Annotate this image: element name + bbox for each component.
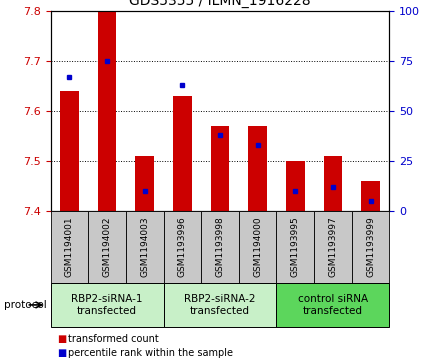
Text: percentile rank within the sample: percentile rank within the sample bbox=[68, 348, 233, 358]
Bar bbox=[211, 126, 229, 211]
Bar bbox=[51, 211, 88, 283]
Text: GSM1194000: GSM1194000 bbox=[253, 216, 262, 277]
Text: protocol: protocol bbox=[4, 300, 47, 310]
Text: GSM1193998: GSM1193998 bbox=[216, 216, 224, 277]
Bar bbox=[126, 211, 164, 283]
Bar bbox=[248, 126, 267, 211]
Text: GSM1193999: GSM1193999 bbox=[366, 216, 375, 277]
Bar bbox=[314, 211, 352, 283]
Bar bbox=[164, 283, 276, 327]
Bar bbox=[60, 91, 79, 211]
Bar bbox=[173, 96, 192, 211]
Bar bbox=[164, 211, 201, 283]
Bar bbox=[98, 11, 117, 211]
Bar bbox=[286, 161, 305, 211]
Bar bbox=[323, 156, 342, 211]
Text: GSM1193995: GSM1193995 bbox=[291, 216, 300, 277]
Text: RBP2-siRNA-1
transfected: RBP2-siRNA-1 transfected bbox=[71, 294, 143, 316]
Bar bbox=[136, 156, 154, 211]
Text: GSM1194002: GSM1194002 bbox=[103, 217, 112, 277]
Text: transformed count: transformed count bbox=[68, 334, 159, 344]
Text: ■: ■ bbox=[57, 334, 66, 344]
Bar bbox=[239, 211, 276, 283]
Text: RBP2-siRNA-2
transfected: RBP2-siRNA-2 transfected bbox=[184, 294, 256, 316]
Title: GDS5355 / ILMN_1916228: GDS5355 / ILMN_1916228 bbox=[129, 0, 311, 8]
Bar bbox=[361, 181, 380, 211]
Text: control siRNA
transfected: control siRNA transfected bbox=[298, 294, 368, 316]
Text: GSM1193997: GSM1193997 bbox=[328, 216, 337, 277]
Bar bbox=[276, 283, 389, 327]
Bar bbox=[352, 211, 389, 283]
Text: GSM1193996: GSM1193996 bbox=[178, 216, 187, 277]
Text: ■: ■ bbox=[57, 348, 66, 358]
Text: GSM1194001: GSM1194001 bbox=[65, 216, 74, 277]
Text: GSM1194003: GSM1194003 bbox=[140, 216, 149, 277]
Bar bbox=[201, 211, 239, 283]
Bar bbox=[88, 211, 126, 283]
Bar bbox=[276, 211, 314, 283]
Bar bbox=[51, 283, 164, 327]
